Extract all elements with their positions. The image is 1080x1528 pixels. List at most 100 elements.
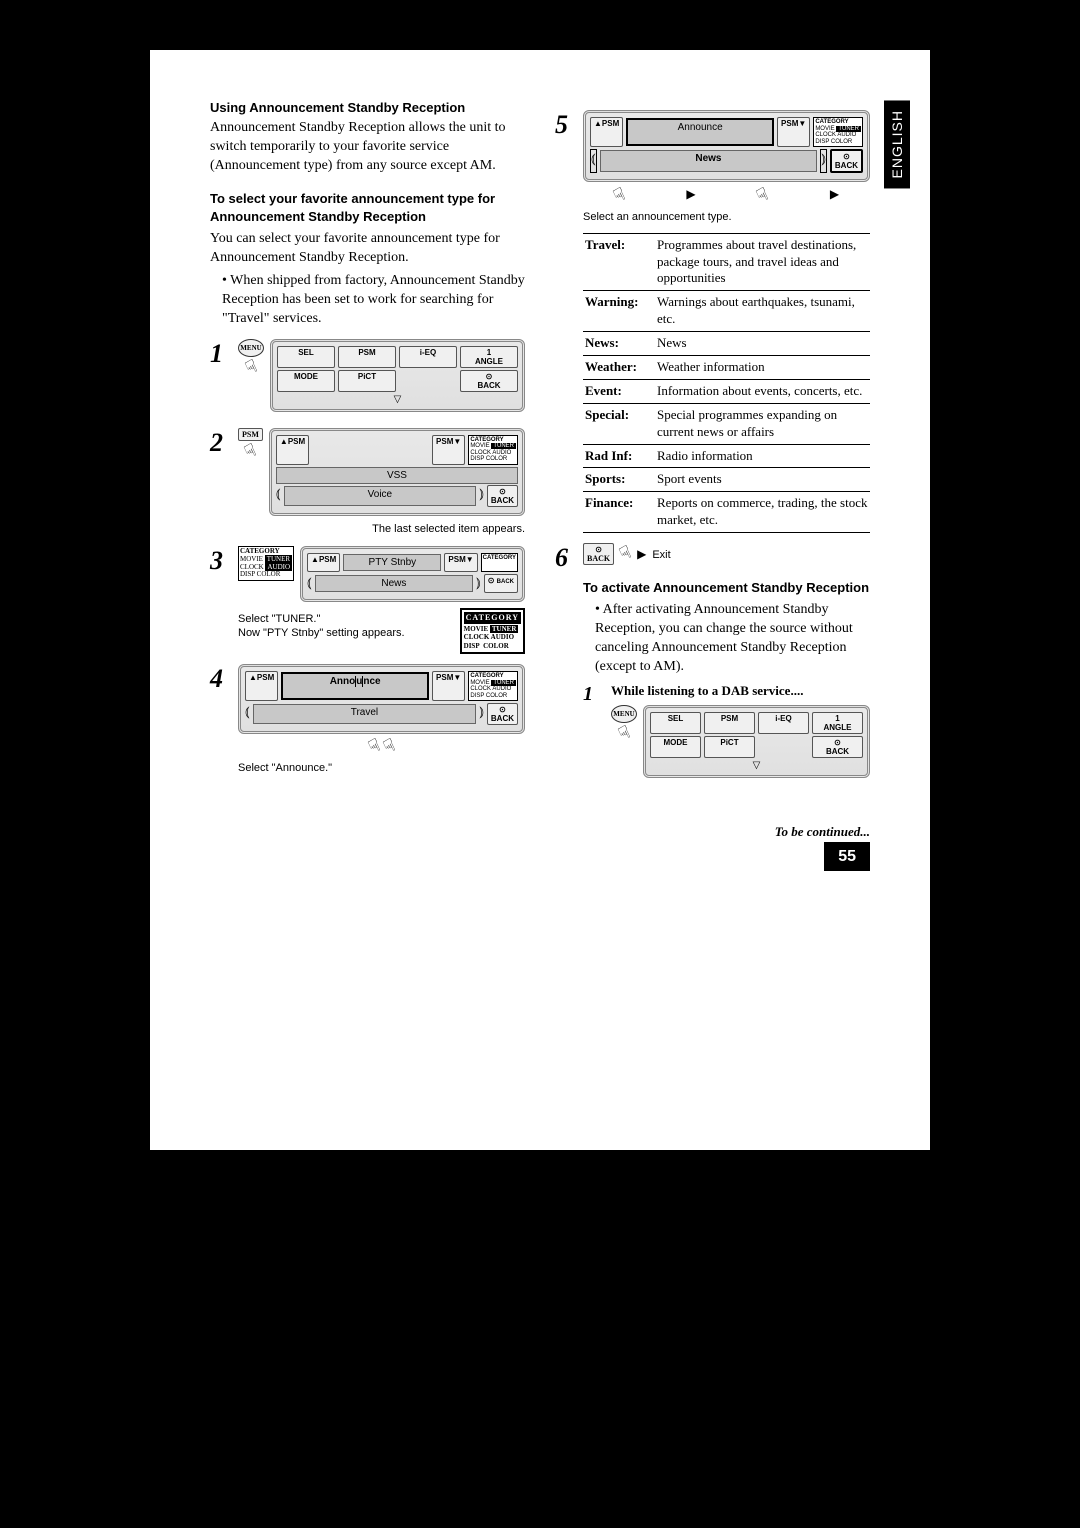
panel-screen: VSS — [276, 467, 518, 484]
hand-pointer-icon: ☟ — [753, 184, 772, 208]
table-label: Warning: — [583, 291, 655, 332]
table-value: Sport events — [655, 468, 870, 492]
hand-pointer-icon: ☟ — [241, 439, 260, 463]
table-label: Finance: — [583, 492, 655, 533]
panel-btn: MODE — [277, 370, 335, 392]
table-row: Weather:Weather information — [583, 356, 870, 380]
panel-btn: PSM▼ — [432, 435, 465, 465]
panel-screen: News — [315, 575, 473, 592]
panel-btn: PSM — [704, 712, 755, 734]
menu-button-icon: MENU — [611, 705, 637, 723]
arrow-right-icon — [637, 545, 646, 563]
step-6: 6 ⊙BACK ☟ Exit To activate Announcement … — [555, 543, 870, 784]
device-panel-illustration: ▲PSM Announce PSM▼ CATEGORYMOVIE TUNERCL… — [238, 664, 525, 734]
panel-btn: i-EQ — [758, 712, 809, 734]
panel-btn: ⊙BACK — [460, 370, 518, 392]
body-paragraph: You can select your favorite announcemen… — [210, 230, 525, 268]
step-4: 4 ▲PSM Announce PSM▼ CATEGORYMOVIE TUNER… — [210, 664, 525, 776]
table-value: Radio information — [655, 444, 870, 468]
category-mini: CATEGORYMOVIE TUNERCLOCK AUDIODISP COLOR — [468, 671, 518, 701]
nav-icon: ⦆ — [479, 485, 484, 507]
manual-page: ENGLISH Using Announcement Standby Recep… — [150, 50, 930, 1150]
panel-btn: ▲PSM — [590, 117, 623, 147]
panel-btn: ▲PSM — [307, 553, 340, 572]
step-number: 5 — [555, 110, 575, 140]
step-caption: Select an announcement type. — [583, 210, 870, 224]
table-row: Sports:Sport events — [583, 468, 870, 492]
table-value: News — [655, 332, 870, 356]
table-label: Travel: — [583, 233, 655, 291]
category-side-icon: CATEGORYMOVIE TUNERCLOCK AUDIODISP COLOR — [238, 546, 294, 581]
step-number: 4 — [210, 664, 230, 694]
back-button-icon: ⊙BACK — [583, 543, 614, 565]
panel-btn: i-EQ — [399, 346, 457, 368]
panel-btn: PSM▼ — [444, 553, 477, 572]
page-number: 55 — [824, 842, 870, 871]
table-label: News: — [583, 332, 655, 356]
panel-btn: ⊙BACK — [487, 485, 518, 507]
panel-screen: PTY Stnby — [343, 554, 441, 571]
table-label: Weather: — [583, 356, 655, 380]
panel-screen: Voice — [284, 486, 477, 506]
page-footer: To be continued... — [210, 824, 870, 840]
table-value: Programmes about travel destinations, pa… — [655, 233, 870, 291]
step-caption: The last selected item appears. — [238, 522, 525, 536]
section-heading: Using Announcement Standby Reception — [210, 100, 525, 115]
table-row: Special:Special programmes expanding on … — [583, 403, 870, 444]
bullet-item: • When shipped from factory, Announcemen… — [210, 272, 525, 329]
announcement-type-table: Travel:Programmes about travel destinati… — [583, 233, 870, 533]
left-column: Using Announcement Standby Reception Ann… — [210, 100, 525, 784]
hand-pointer-icon: ☟ — [380, 735, 399, 759]
step-3: 3 CATEGORYMOVIE TUNERCLOCK AUDIODISP COL… — [210, 546, 525, 654]
step-1: 1 MENU ☟ SEL PSM i-EQ 1ANGLE — [210, 339, 525, 418]
table-row: Rad Inf:Radio information — [583, 444, 870, 468]
table-label: Event: — [583, 379, 655, 403]
content-columns: Using Announcement Standby Reception Ann… — [210, 100, 870, 784]
nav-icon: ⦅ — [276, 485, 281, 507]
panel-screen: Announce — [626, 118, 774, 146]
table-value: Warnings about earthquakes, tsunami, etc… — [655, 291, 870, 332]
table-value: Information about events, concerts, etc. — [655, 379, 870, 403]
table-value: Weather information — [655, 356, 870, 380]
device-panel-illustration: ▲PSM PTY Stnby PSM▼ CATEGORY ⦅ News ⦆ ⊙ … — [300, 546, 525, 602]
category-callout: CATEGORY MOVIE TUNER CLOCK AUDIO DISP CO… — [460, 608, 525, 654]
panel-btn: ⊙BACK — [830, 149, 863, 173]
bullet-item: • After activating Announcement Standby … — [583, 601, 870, 677]
panel-screen: News — [600, 150, 818, 172]
category-mini: CATEGORY — [481, 553, 518, 572]
hand-pointer-icon: ☟ — [610, 184, 629, 208]
table-row: Travel:Programmes about travel destinati… — [583, 233, 870, 291]
panel-btn: PiCT — [704, 736, 755, 758]
table-row: Finance:Reports on commerce, trading, th… — [583, 492, 870, 533]
table-row: Warning:Warnings about earthquakes, tsun… — [583, 291, 870, 332]
table-value: Special programmes expanding on current … — [655, 403, 870, 444]
panel-btn: SEL — [650, 712, 701, 734]
step-number: 6 — [555, 543, 575, 573]
step-2: 2 PSM ☟ ▲PSM PSM▼ CATEGORYMOVIE T — [210, 428, 525, 537]
device-panel-illustration: ▲PSM Announce PSM▼ CATEGORYMOVIE TUNERCL… — [583, 110, 870, 182]
panel-btn: ⊙BACK — [487, 703, 518, 725]
body-paragraph: Announcement Standby Reception allows th… — [210, 119, 525, 176]
table-label: Special: — [583, 403, 655, 444]
hand-pointer-icon: ☟ — [615, 722, 634, 746]
panel-btn: PSM — [338, 346, 396, 368]
panel-btn: ⊙BACK — [812, 736, 863, 758]
step-number: 2 — [210, 428, 230, 458]
step-caption: Select "TUNER." Now "PTY Stnby" setting … — [238, 612, 452, 641]
panel-screen: Travel — [253, 704, 477, 724]
substep-number: 1 — [583, 683, 603, 706]
panel-btn: ▲PSM — [245, 671, 278, 701]
device-panel-illustration: ▲PSM PSM▼ CATEGORYMOVIE TUNERCLOCK AUDIO… — [269, 428, 525, 516]
step-5: 5 ▲PSM Announce PSM▼ CATEGORYMOVIE TUNER… — [555, 110, 870, 533]
device-panel-illustration: SEL PSM i-EQ 1ANGLE MODE PiCT — [643, 705, 870, 778]
panel-btn: SEL — [277, 346, 335, 368]
language-tab: ENGLISH — [884, 100, 910, 188]
table-label: Sports: — [583, 468, 655, 492]
panel-btn: MODE — [650, 736, 701, 758]
panel-btn: ▲PSM — [276, 435, 309, 465]
step-caption: Select "Announce." — [238, 761, 525, 775]
table-row: News:News — [583, 332, 870, 356]
continued-text: To be continued... — [775, 824, 870, 840]
arrow-right-icon — [686, 185, 695, 206]
subheading: To activate Announcement Standby Recepti… — [583, 579, 870, 597]
